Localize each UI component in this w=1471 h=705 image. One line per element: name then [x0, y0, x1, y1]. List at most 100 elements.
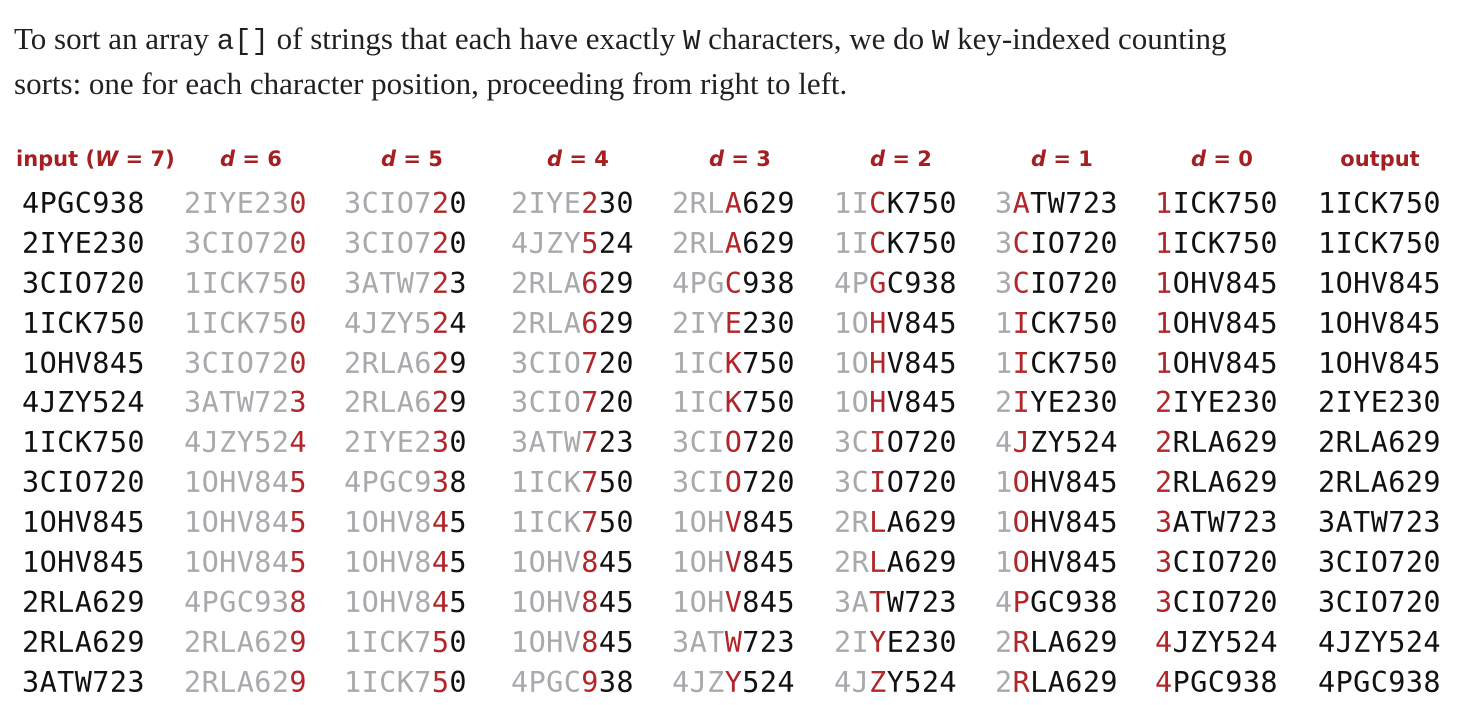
key-d6-row-6: 4JZY524	[184, 426, 307, 460]
header-input-suffix: = 7)	[118, 147, 175, 171]
key-d5-row-11: 1ICK750	[344, 625, 467, 659]
key-d6-row-0: 2IYE230	[184, 187, 307, 220]
key-d2-row-3: 1OHV845	[834, 306, 957, 340]
key-d2-row-0: 1ICK750	[834, 187, 957, 220]
key-d3-row-11: 3ATW723	[672, 625, 795, 659]
key-output-row-1: 1ICK750	[1318, 226, 1441, 260]
header-d5: d = 5	[342, 143, 482, 175]
key-output-row-2: 1OHV845	[1318, 266, 1441, 300]
key-input-row-6: 1ICK750	[22, 426, 145, 460]
key-d0-row-1: 1ICK750	[1155, 226, 1278, 260]
key-d2-row-8: 2RLA629	[834, 506, 957, 540]
key-d3-row-0: 2RLA629	[672, 187, 795, 220]
key-d4-row-11: 1OHV845	[511, 625, 634, 659]
key-d1-row-9: 1OHV845	[995, 546, 1118, 580]
header-input-prefix: input (	[16, 147, 96, 171]
key-d5-row-6: 2IYE230	[344, 426, 467, 460]
key-d6-row-11: 2RLA629	[184, 625, 307, 659]
header-output: output	[1310, 143, 1450, 175]
key-d5-row-9: 1OHV845	[344, 546, 467, 580]
key-d4-row-7: 1ICK750	[511, 466, 634, 500]
key-d4-row-6: 3ATW723	[511, 426, 634, 460]
key-d6-row-8: 1OHV845	[184, 506, 307, 540]
key-input-row-2: 3CIO720	[22, 266, 145, 300]
key-d1-row-3: 1ICK750	[995, 306, 1118, 340]
intro-text-3: characters, we do	[700, 21, 932, 56]
key-d3-row-2: 4PGC938	[672, 266, 795, 300]
header-d4: d = 4	[508, 143, 648, 175]
key-d2-row-5: 1OHV845	[834, 386, 957, 420]
key-output-row-9: 3CIO720	[1318, 546, 1441, 580]
key-input-row-11: 2RLA629	[22, 625, 145, 659]
key-d3-row-12: 4JZY524	[672, 665, 795, 699]
key-d4-row-8: 1ICK750	[511, 506, 634, 540]
header-d0: d = 0	[1152, 143, 1292, 175]
key-d0-row-4: 1OHV845	[1155, 346, 1278, 380]
key-d1-row-5: 2IYE230	[995, 386, 1118, 420]
header-input: input (W = 7)	[16, 143, 175, 175]
key-output-row-4: 1OHV845	[1318, 346, 1441, 380]
key-d4-row-3: 2RLA629	[511, 306, 634, 340]
key-input-row-7: 3CIO720	[22, 466, 145, 500]
header-d-value: = 2	[885, 147, 932, 171]
key-d0-row-2: 1OHV845	[1155, 266, 1278, 300]
header-d-var: d	[381, 147, 397, 171]
intro-text-2: of strings that each have exactly	[268, 21, 683, 56]
key-d6-row-4: 3CIO720	[184, 346, 307, 380]
intro-text-1: To sort an array	[14, 21, 217, 56]
column-d0: 1ICK750 1ICK750 1OHV845 1OHV845 1OHV845 2IYE2…	[1155, 184, 1278, 703]
intro-text-line2: sorts: one for each character position, …	[14, 66, 848, 101]
key-d6-row-9: 1OHV845	[184, 546, 307, 580]
header-d3: d = 3	[670, 143, 810, 175]
header-d-var: d	[220, 147, 236, 171]
key-d6-row-2: 1ICK750	[184, 266, 307, 300]
key-d3-row-8: 1OHV845	[672, 506, 795, 540]
key-d5-row-8: 1OHV845	[344, 506, 467, 540]
key-d3-row-9: 1OHV845	[672, 546, 795, 580]
key-d1-row-7: 1OHV845	[995, 466, 1118, 500]
key-output-row-6: 2RLA629	[1318, 426, 1441, 460]
key-d6-row-3: 1ICK750	[184, 306, 307, 340]
key-d5-row-12: 1ICK750	[344, 665, 467, 699]
key-d3-row-10: 1OHV845	[672, 585, 795, 619]
key-input-row-0: 4PGC938	[22, 187, 145, 220]
key-input-row-5: 4JZY524	[22, 386, 145, 420]
key-d4-row-1: 4JZY524	[511, 226, 634, 260]
key-d6-row-7: 1OHV845	[184, 466, 307, 500]
key-d5-row-0: 3CIO720	[344, 187, 467, 220]
key-d2-row-7: 3CIO720	[834, 466, 957, 500]
key-d0-row-5: 2IYE230	[1155, 386, 1278, 420]
key-input-row-3: 1ICK750	[22, 306, 145, 340]
key-d4-row-10: 1OHV845	[511, 585, 634, 619]
key-input-row-1: 2IYE230	[22, 226, 145, 260]
key-d0-row-3: 1OHV845	[1155, 306, 1278, 340]
key-d1-row-6: 4JZY524	[995, 426, 1118, 460]
column-d3: 2RLA629 2RLA629 4PGC938 2IYE230 1ICK750 1ICK7…	[672, 184, 795, 703]
header-d1: d = 1	[992, 143, 1132, 175]
key-d1-row-1: 3CIO720	[995, 226, 1118, 260]
key-d1-row-8: 1OHV845	[995, 506, 1118, 540]
key-d4-row-2: 2RLA629	[511, 266, 634, 300]
key-d3-row-1: 2RLA629	[672, 226, 795, 260]
key-output-row-3: 1OHV845	[1318, 306, 1441, 340]
key-d6-row-1: 3CIO720	[184, 226, 307, 260]
key-d2-row-11: 2IYE230	[834, 625, 957, 659]
intro-code-w1: W	[682, 25, 701, 58]
key-d0-row-0: 1ICK750	[1155, 187, 1278, 220]
key-output-row-10: 3CIO720	[1318, 585, 1441, 619]
key-d0-row-12: 4PGC938	[1155, 665, 1278, 699]
intro-code-array: a[]	[216, 25, 269, 58]
key-d2-row-1: 1ICK750	[834, 226, 957, 260]
key-d1-row-12: 2RLA629	[995, 665, 1118, 699]
header-d-var: d	[870, 147, 886, 171]
key-d5-row-10: 1OHV845	[344, 585, 467, 619]
column-d1: 3ATW723 3CIO720 3CIO720 1ICK750 1ICK750 2IYE2…	[995, 184, 1118, 703]
key-d1-row-4: 1ICK750	[995, 346, 1118, 380]
header-d6: d = 6	[181, 143, 321, 175]
key-output-row-0: 1ICK750	[1318, 187, 1441, 220]
key-d6-row-5: 3ATW723	[184, 386, 307, 420]
key-d5-row-2: 3ATW723	[344, 266, 467, 300]
header-d-value: = 0	[1206, 147, 1253, 171]
header-d-var: d	[547, 147, 563, 171]
key-d2-row-6: 3CIO720	[834, 426, 957, 460]
